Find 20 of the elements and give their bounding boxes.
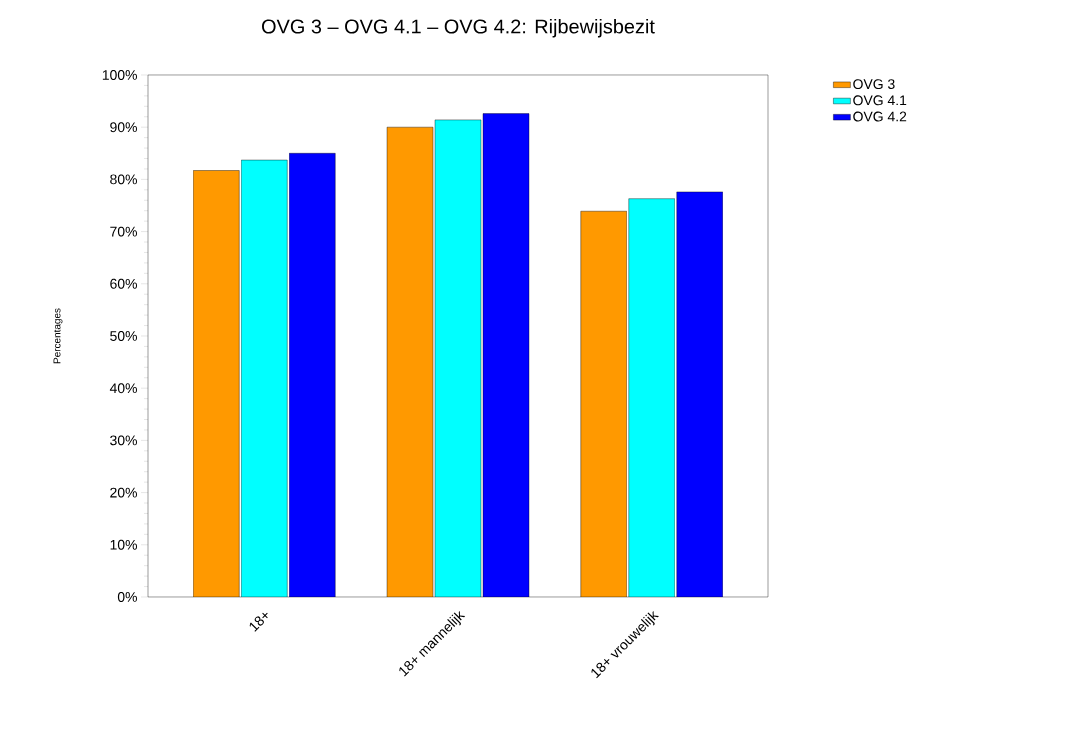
y-tick-label: 40%	[109, 383, 137, 394]
y-tick-label: 10%	[110, 539, 137, 550]
legend-label: OVG 4.2	[853, 111, 907, 122]
legend-label: OVG 4.1	[853, 95, 907, 106]
y-tick-label: 50%	[110, 331, 137, 341]
y-tick-label: 60%	[110, 278, 137, 289]
y-tick-label: 100%	[102, 70, 137, 80]
y-tick-label: 70%	[110, 226, 137, 237]
y-tick-label: 20%	[110, 487, 137, 498]
chart-title: OVG 3 – OVG 4.1 – OVG 4.2: Rijbewijsbezit	[262, 18, 655, 38]
y-axis-title: Percentages	[53, 308, 63, 364]
y-tick-label: 80%	[110, 174, 137, 185]
y-tick-label: 90%	[110, 122, 137, 133]
bar	[193, 170, 240, 597]
x-tick-label: 18+	[249, 612, 268, 632]
bar	[580, 211, 627, 597]
bar	[386, 126, 434, 597]
legend-label: OVG 3	[853, 79, 895, 90]
y-tick-label: 0%	[117, 592, 137, 602]
y-tick-label: 30%	[110, 435, 137, 446]
